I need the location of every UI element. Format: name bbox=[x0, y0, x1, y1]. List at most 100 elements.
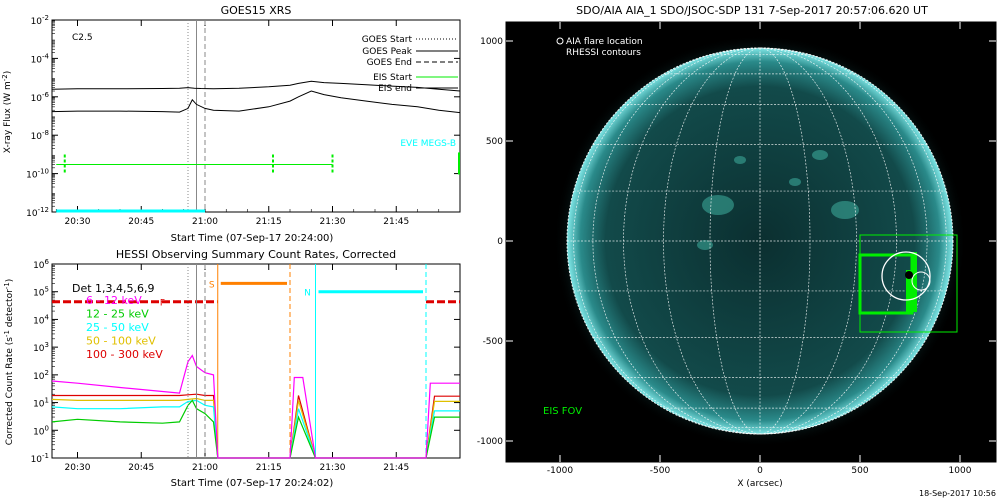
rhessi-contour bbox=[911, 271, 931, 291]
y-tick-label: 105 bbox=[33, 286, 49, 299]
x-tick-label: 21:00 bbox=[192, 217, 218, 227]
hessi-orbit-markers: F S N bbox=[52, 264, 460, 458]
x-tick-label: 21:30 bbox=[320, 217, 346, 227]
goes-legend: GOES Start GOES Peak GOES End EIS Start … bbox=[362, 35, 458, 149]
hessi-legend-entry: 6 - 12 keV bbox=[86, 294, 142, 307]
y-tick-label: -500 bbox=[483, 337, 504, 347]
hessi-series-0 bbox=[51, 354, 460, 459]
x-tick-label: 21:30 bbox=[320, 463, 346, 473]
y-tick-label: -1000 bbox=[477, 437, 503, 447]
y-tick-label: 1000 bbox=[480, 37, 503, 47]
y-tick-label: 0 bbox=[497, 237, 503, 247]
aia-legend-rhessi: RHESSI contours bbox=[566, 48, 641, 58]
y-tick-label: 10-10 bbox=[26, 168, 49, 181]
legend-goes-end: GOES End bbox=[367, 58, 412, 68]
x-tick-label: 500 bbox=[851, 466, 868, 476]
hessi-series-2 bbox=[51, 399, 460, 459]
y-tick-label: 106 bbox=[33, 258, 49, 271]
goes-series bbox=[51, 80, 461, 114]
hessi-ylabel: Corrected Count Rate (s-1 detector-1) bbox=[3, 279, 15, 446]
night-label: N bbox=[304, 289, 311, 299]
longitude-line bbox=[759, 47, 811, 435]
goes-class-label: C2.5 bbox=[72, 33, 93, 43]
y-tick-label: 100 bbox=[33, 424, 49, 437]
x-tick-label: 21:15 bbox=[256, 463, 282, 473]
eis-slit-1 bbox=[906, 270, 912, 314]
x-tick-label: 20:30 bbox=[65, 217, 91, 227]
goes-title: GOES15 XRS bbox=[221, 4, 292, 17]
hessi-xlabel: Start Time (07-Sep-17 20:24:02) bbox=[171, 478, 334, 489]
goes-panel: GOES15 XRS C2.5 10-12 10-10 10-8 10-6 10-4 10… bbox=[1, 4, 461, 244]
hessi-series-4 bbox=[52, 393, 460, 459]
heliographic-grid bbox=[566, 47, 954, 435]
hessi-x-axis: 20:30 20:45 21:00 21:15 21:30 21:45 bbox=[65, 264, 409, 473]
x-tick-label: 21:45 bbox=[383, 463, 409, 473]
legend-goes-peak: GOES Peak bbox=[362, 47, 412, 57]
goes-plot-frame bbox=[51, 19, 461, 213]
y-tick-label: 101 bbox=[33, 397, 49, 410]
hessi-legend-entry: 50 - 100 keV bbox=[86, 335, 156, 348]
y-tick-label: 102 bbox=[33, 369, 49, 382]
longitude-line bbox=[759, 47, 928, 435]
flare-location-circle bbox=[881, 251, 931, 301]
y-tick-label: 10-1 bbox=[31, 452, 49, 465]
longitude-line bbox=[592, 47, 761, 435]
aia-legend-flare: AIA flare location bbox=[566, 37, 643, 47]
solar-limb bbox=[566, 47, 954, 435]
y-tick-label: 10-6 bbox=[31, 91, 50, 104]
y-tick-label: 103 bbox=[33, 341, 49, 354]
saa-label: S bbox=[209, 280, 215, 290]
aia-xlabel: X (arcsec) bbox=[737, 479, 782, 489]
hessi-legend-entry: 12 - 25 keV bbox=[86, 308, 149, 321]
flare-core bbox=[905, 271, 913, 279]
longitude-line bbox=[573, 47, 761, 435]
goes-long-channel-line bbox=[51, 80, 461, 92]
longitude-line bbox=[759, 47, 897, 435]
x-tick-label: 1000 bbox=[949, 466, 972, 476]
hessi-time-markers bbox=[187, 264, 206, 458]
goes-ylabel: X-ray Flux (W m-2) bbox=[1, 71, 13, 153]
goes-time-markers bbox=[187, 20, 206, 212]
aia-y-axis: -1000 -500 0 500 1000 bbox=[477, 37, 996, 447]
goes-short-channel-line bbox=[51, 90, 461, 114]
legend-goes-start: GOES Start bbox=[362, 35, 413, 45]
x-tick-label: 20:45 bbox=[128, 463, 154, 473]
x-tick-label: 0 bbox=[757, 466, 763, 476]
flare-flag-label: F bbox=[160, 299, 165, 309]
x-tick-label: 20:45 bbox=[128, 217, 154, 227]
eis-fov-label: EIS FOV bbox=[543, 406, 582, 417]
hessi-det-label: Det 1,3,4,5,6,9 bbox=[72, 282, 155, 295]
hessi-legend-entry: 100 - 300 keV bbox=[86, 348, 163, 361]
x-tick-label: 21:45 bbox=[383, 217, 409, 227]
legend-eis-end: EIS end bbox=[378, 84, 412, 94]
longitude-line bbox=[623, 47, 761, 435]
longitude-line bbox=[759, 47, 947, 435]
aia-panel: SDO/AIA AIA_1 SDO/JSOC-SDP 131 7-Sep-201… bbox=[477, 4, 997, 498]
active-regions bbox=[697, 150, 859, 250]
legend-eis-start: EIS Start bbox=[373, 73, 412, 83]
x-tick-label: 21:15 bbox=[256, 217, 282, 227]
x-tick-label: 21:00 bbox=[192, 463, 218, 473]
y-tick-label: 10-12 bbox=[26, 206, 49, 219]
aia-frame bbox=[505, 21, 997, 463]
aia-legend-circle-icon bbox=[556, 37, 564, 45]
x-tick-label: -1000 bbox=[547, 466, 573, 476]
y-tick-label: 10-8 bbox=[31, 129, 49, 142]
eve-megs-label: EVE MEGS-B bbox=[400, 139, 456, 149]
hessi-series-3 bbox=[51, 397, 460, 459]
y-tick-label: 500 bbox=[486, 137, 503, 147]
aia-x-axis: -1000 -500 0 500 1000 bbox=[547, 22, 972, 476]
x-tick-label: 20:30 bbox=[65, 463, 91, 473]
date-stamp: 18-Sep-2017 10:56 bbox=[919, 489, 996, 498]
hessi-series bbox=[51, 354, 460, 459]
eis-slit-2 bbox=[913, 252, 917, 312]
eis-timeline bbox=[56, 152, 460, 213]
aia-title: SDO/AIA AIA_1 SDO/JSOC-SDP 131 7-Sep-201… bbox=[576, 4, 928, 17]
hessi-panel: HESSI Observing Summary Count Rates, Cor… bbox=[3, 248, 461, 489]
hessi-legend-entry: 25 - 50 keV bbox=[86, 321, 149, 334]
longitude-line bbox=[709, 47, 761, 435]
x-tick-label: -500 bbox=[650, 466, 671, 476]
goes-xlabel: Start Time (07-Sep-17 20:24:00) bbox=[171, 233, 334, 244]
